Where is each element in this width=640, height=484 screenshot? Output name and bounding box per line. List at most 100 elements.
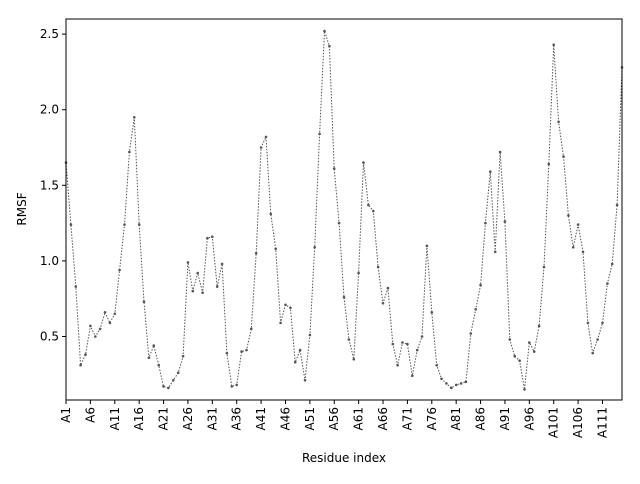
x-tick-label: A26 [181,407,195,430]
data-point [225,351,229,355]
data-point [469,332,473,335]
data-point [503,220,507,223]
data-point [606,282,609,285]
data-point [420,335,424,338]
x-tick-label: A111 [595,407,609,438]
data-point [454,383,458,387]
data-point [347,338,351,341]
data-point [474,308,478,311]
data-point [108,321,112,325]
data-point [571,246,575,249]
data-point [298,348,302,352]
data-point [147,356,151,360]
data-point [406,342,409,346]
data-point [523,388,526,391]
data-point [567,214,570,217]
data-point [157,363,160,367]
data-point [103,311,107,314]
data-point [167,386,170,390]
plot-frame [65,18,623,401]
data-point [98,327,102,331]
data-point [601,321,604,325]
y-axis-label: RMSF [15,192,29,225]
data-point [376,265,380,269]
data-point [172,379,175,382]
data-point [254,252,258,255]
data-point [596,338,599,341]
x-tick-label: A106 [571,407,585,438]
data-point [518,359,521,363]
x-tick-label: A66 [376,407,390,430]
data-point [557,120,560,124]
x-tick-label: A76 [425,407,439,430]
data-point [269,212,273,216]
x-axis-label: Residue index [302,451,386,465]
data-point [123,223,126,226]
data-point [128,150,131,154]
data-point [196,271,199,275]
x-tick-label: A36 [230,407,244,430]
data-point [152,344,156,347]
x-tick-label: A1 [59,407,73,423]
data-point [250,327,253,331]
data-point [386,286,390,290]
data-point [445,382,448,385]
data-point [313,246,317,249]
data-point [562,155,565,158]
data-point [352,357,356,361]
data-point [342,295,346,299]
data-point [303,379,307,382]
x-tick-label: A46 [278,407,292,430]
data-point [318,132,321,136]
data-point [293,360,297,364]
data-point [181,354,185,358]
x-tick-label: A61 [352,407,366,430]
y-tick-label: 0.5 [40,330,59,344]
data-point [191,289,195,293]
data-point [323,29,326,33]
data-point [396,363,399,367]
rmsf-series-line [65,30,623,390]
axes-layer: 0.5 1.0 1.5 2.0 2.5 A1 A6 A11 A16 A21 A26 A31 A36 A41… [40,18,623,438]
data-point [401,341,404,344]
data-point [576,223,580,226]
data-point [74,285,78,288]
data-point [69,223,73,226]
data-point [489,170,492,173]
data-point [547,162,551,166]
data-point [230,385,234,388]
data-point [162,385,165,388]
data-point [493,250,497,254]
data-point [84,353,87,356]
data-point [332,167,336,170]
data-point [484,221,487,225]
data-point [274,247,278,251]
data-point [279,321,282,325]
y-tick-label: 2.5 [40,27,59,41]
data-point [610,262,614,266]
data-point [435,363,439,367]
data-point [328,44,331,48]
data-point [94,335,97,338]
data-point [415,348,419,352]
data-point [450,386,453,390]
data-point [440,377,443,381]
data-point [133,116,136,119]
x-tick-label: A11 [108,407,122,430]
data-point [357,271,360,275]
data-point [186,261,190,264]
x-tick-label: A6 [83,407,97,423]
x-tick-label: A71 [400,407,414,430]
series-layer [64,29,624,391]
data-point [215,285,219,288]
data-point [308,333,312,337]
data-point [513,354,516,358]
data-point [211,235,214,238]
data-point [367,203,370,207]
data-point [206,236,209,240]
data-point [532,350,536,353]
data-point [381,301,385,305]
x-tick-label: A86 [474,407,488,430]
data-point [235,383,238,387]
data-point [113,312,117,316]
